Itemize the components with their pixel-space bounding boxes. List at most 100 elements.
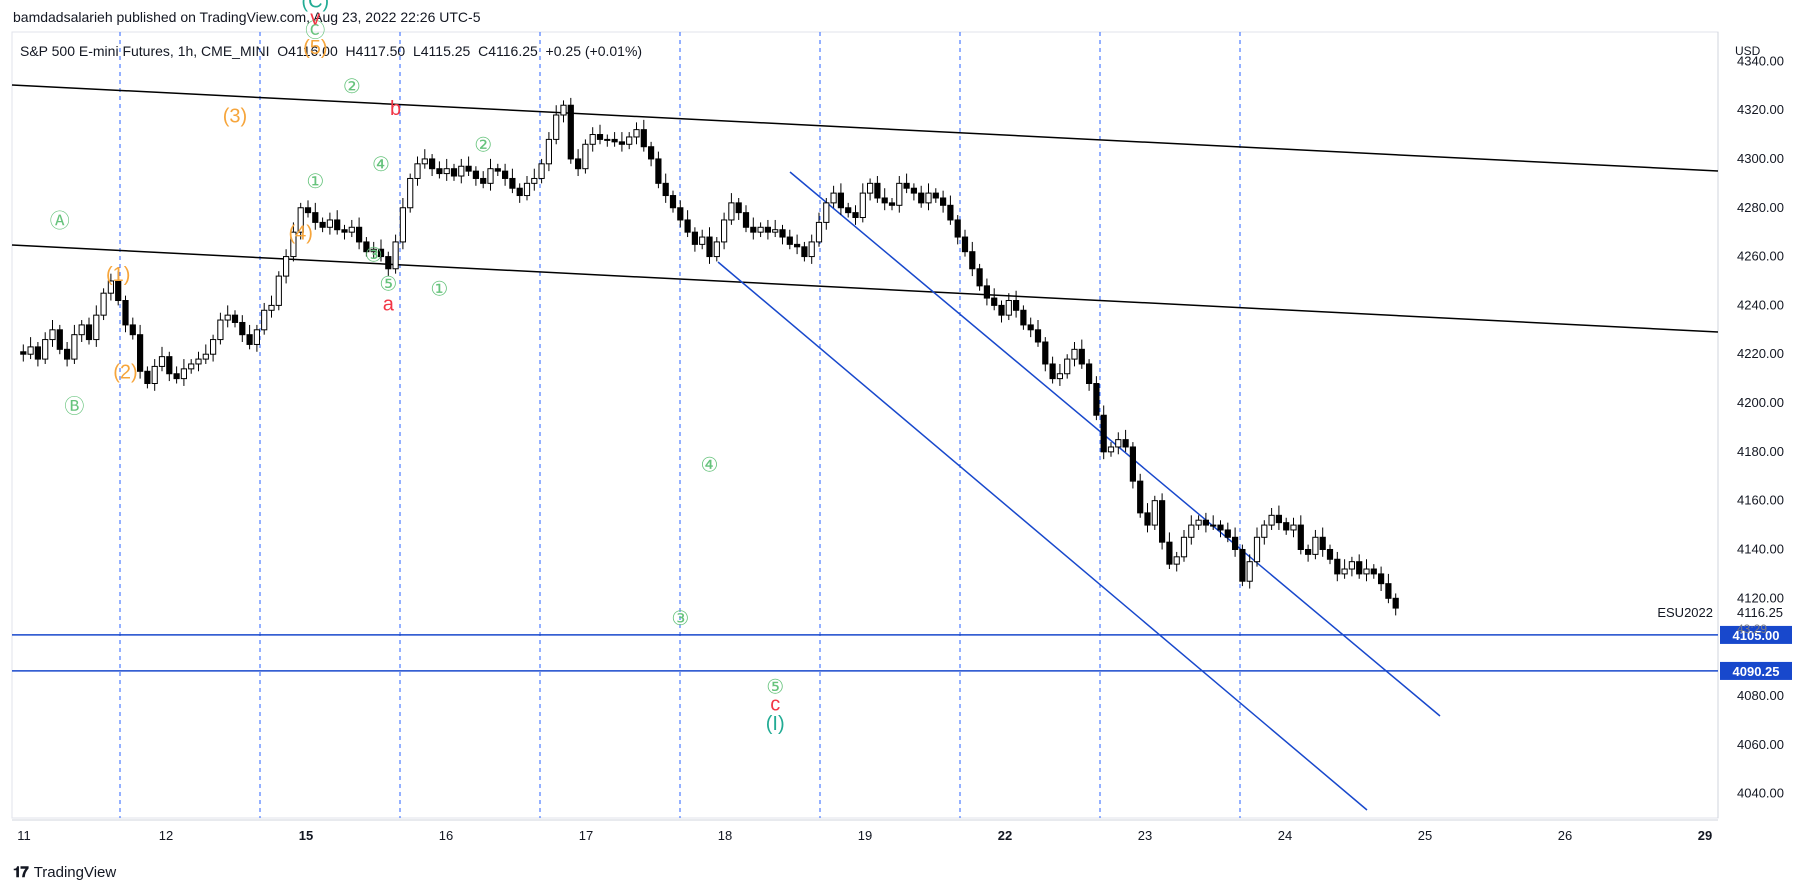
candle-body (677, 207, 684, 221)
price-tick-label: 4300.00 (1737, 151, 1784, 166)
candle-body (903, 182, 910, 189)
candle-body (815, 221, 823, 243)
candle-body (896, 182, 903, 206)
candle-body (538, 163, 545, 179)
candle-body (246, 334, 253, 345)
candle-body (794, 243, 801, 248)
candle-body (1246, 561, 1253, 582)
candle-body (1312, 536, 1319, 555)
candle-body (1341, 568, 1348, 575)
price-tick-label: 4320.00 (1737, 102, 1784, 117)
candle-body (523, 182, 531, 197)
candle-body (553, 114, 560, 140)
candle-body (377, 248, 385, 258)
candle-body (429, 158, 436, 170)
wave-label: (C) (301, 0, 329, 13)
time-tick-label: 19 (858, 828, 872, 843)
candle-body (107, 280, 115, 294)
candle-body (217, 319, 224, 341)
candle-body (283, 256, 290, 277)
time-tick-label: 16 (439, 828, 453, 843)
wave-label: ④ (701, 454, 719, 476)
candle-body (71, 334, 78, 360)
candle-body (1356, 561, 1363, 575)
candle-body (1049, 363, 1056, 380)
candle-body (341, 229, 348, 233)
candle-body (1013, 300, 1020, 311)
candle-body (969, 251, 976, 270)
price-tick-label: 4080.00 (1737, 688, 1784, 703)
candle-body (1261, 524, 1268, 538)
candle-body (42, 339, 49, 360)
candle-body (85, 324, 93, 341)
candle-body (56, 329, 63, 350)
time-tick-label: 22 (998, 828, 1012, 843)
candle-body (1370, 568, 1377, 575)
candle-body (757, 226, 764, 233)
candle-body (1195, 519, 1202, 526)
candle-body (509, 177, 516, 189)
candle-body (1144, 512, 1151, 526)
wave-label: ④ (372, 154, 390, 176)
candle-body (640, 129, 647, 148)
candle-body (706, 236, 713, 258)
candle-body (1290, 524, 1297, 531)
time-tick-label: 26 (1558, 828, 1572, 843)
candle-body (611, 138, 618, 143)
candle-body (1086, 363, 1093, 385)
time-tick-label: 25 (1418, 828, 1432, 843)
candle-body (261, 309, 268, 331)
candle-body (1034, 329, 1042, 343)
candle-body (1297, 524, 1304, 550)
candle-body (129, 324, 136, 336)
candle-body (808, 241, 815, 258)
candle-body (1071, 348, 1078, 360)
price-tick-label: 4260.00 (1737, 249, 1784, 264)
candle-body (231, 314, 239, 323)
footer-brand[interactable]: 𝟏𝟕 TradingView (13, 864, 116, 881)
candle-body (100, 292, 107, 316)
wave-label: Ⓒ (305, 19, 325, 42)
candle-body (158, 356, 166, 367)
candle-body (290, 231, 297, 258)
candle-body (516, 187, 523, 197)
candle-body (224, 314, 231, 321)
candle-body (604, 138, 611, 141)
wave-label: ③ (365, 244, 383, 266)
candle-body (275, 275, 282, 306)
candle-body (137, 334, 144, 372)
candle-body (494, 168, 501, 172)
candle-body (93, 314, 100, 341)
candle-body (837, 192, 844, 209)
candle-body (1363, 568, 1370, 575)
candle-body (465, 165, 472, 172)
candle-body (669, 195, 677, 209)
candle-body (998, 304, 1005, 316)
price-tick-label: 4060.00 (1737, 737, 1784, 752)
candle-body (867, 182, 874, 194)
candle-body (1392, 597, 1399, 609)
candle-body (399, 207, 406, 243)
candle-body (983, 285, 990, 299)
candle-body (582, 143, 589, 170)
support-trendline (11, 244, 1719, 333)
candle-body (531, 177, 538, 184)
candle-body (239, 321, 246, 336)
candle-body (589, 134, 596, 145)
time-tick-label: 24 (1278, 828, 1292, 843)
candle-body (78, 324, 85, 336)
footer-brand-label: TradingView (33, 864, 117, 881)
candle-body (713, 241, 720, 258)
candle-body (1100, 414, 1107, 453)
wave-label: ② (474, 135, 492, 157)
candle-body (1078, 348, 1085, 365)
candle-body (823, 202, 830, 223)
wave-label: (4) (288, 222, 312, 244)
candle-body (49, 329, 56, 341)
candle-body (1115, 439, 1122, 448)
candle-body (575, 158, 582, 170)
price-tick-label: 4120.00 (1737, 590, 1784, 605)
wave-label: (2) (113, 362, 137, 384)
time-tick-label: 15 (299, 828, 313, 843)
